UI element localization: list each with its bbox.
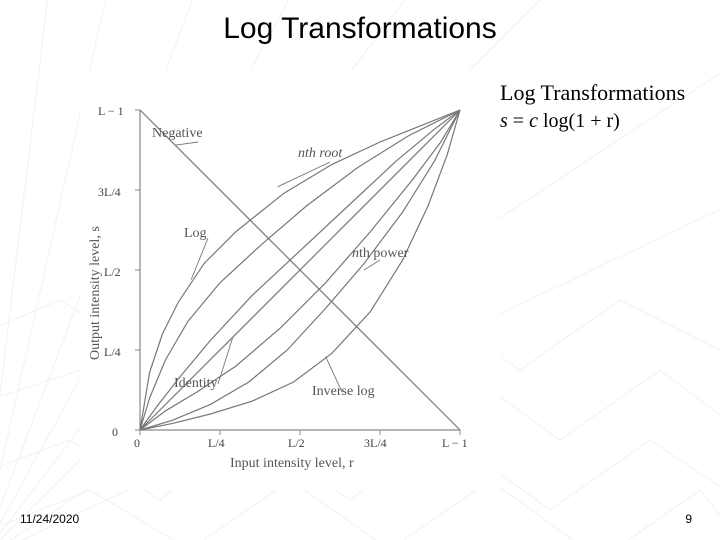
slide-title: Log Transformations bbox=[0, 12, 720, 46]
eq-arg: (1 + r) bbox=[569, 110, 620, 132]
intensity-transform-chart: 0 L/4 L/2 3L/4 L − 1 0 L/4 L/2 3L/4 L − … bbox=[80, 70, 500, 490]
x-axis-label: Input intensity level, r bbox=[230, 456, 354, 472]
footer-page-number: 9 bbox=[685, 512, 692, 526]
footer-date: 11/24/2020 bbox=[20, 512, 79, 526]
xtick-2: L/2 bbox=[288, 436, 305, 451]
xtick-4: L − 1 bbox=[442, 436, 468, 451]
ytick-1: L/4 bbox=[104, 345, 121, 360]
annot-negative: Negative bbox=[152, 126, 203, 142]
ytick-4: L − 1 bbox=[98, 104, 124, 119]
equation: s = c log(1 + r) bbox=[500, 110, 620, 133]
annot-log: Log bbox=[184, 226, 207, 242]
eq-s: s bbox=[500, 110, 508, 132]
eq-log: log bbox=[543, 110, 569, 132]
annot-nth-power: nth power bbox=[352, 246, 408, 262]
annot-identity: Identity bbox=[174, 376, 218, 392]
xtick-3: 3L/4 bbox=[364, 436, 387, 451]
ytick-2: L/2 bbox=[104, 265, 121, 280]
annot-inverse-log: Inverse log bbox=[312, 384, 375, 400]
ytick-0: 0 bbox=[112, 425, 118, 440]
ytick-3: 3L/4 bbox=[98, 185, 121, 200]
xtick-0: 0 bbox=[134, 436, 140, 451]
eq-c: c bbox=[529, 110, 538, 132]
side-title: Log Transformations bbox=[500, 80, 685, 106]
xtick-1: L/4 bbox=[208, 436, 225, 451]
y-axis-label: Output intensity level, s bbox=[88, 226, 104, 360]
annot-nth-root: nth root bbox=[298, 146, 342, 162]
